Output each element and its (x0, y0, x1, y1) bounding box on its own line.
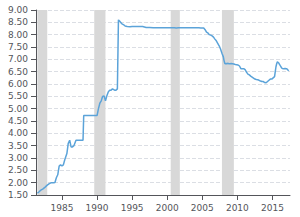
svg-text:1990: 1990 (86, 203, 109, 213)
svg-text:6.50: 6.50 (8, 67, 28, 77)
svg-text:8.50: 8.50 (8, 17, 28, 27)
svg-text:3.00: 3.00 (8, 153, 28, 163)
svg-text:1985: 1985 (51, 203, 74, 213)
svg-text:8.00: 8.00 (8, 30, 28, 40)
svg-text:5.50: 5.50 (8, 91, 28, 101)
svg-text:3.50: 3.50 (8, 141, 28, 151)
svg-text:4.50: 4.50 (8, 116, 28, 126)
svg-text:2000: 2000 (156, 203, 179, 213)
svg-text:9.00: 9.00 (8, 5, 28, 15)
svg-text:2015: 2015 (261, 203, 284, 213)
svg-text:7.00: 7.00 (8, 54, 28, 64)
svg-text:2005: 2005 (191, 203, 214, 213)
svg-text:2010: 2010 (226, 203, 249, 213)
svg-text:2.00: 2.00 (8, 178, 28, 188)
svg-text:7.50: 7.50 (8, 42, 28, 52)
svg-text:1.50: 1.50 (8, 190, 28, 200)
svg-text:2.50: 2.50 (8, 165, 28, 175)
svg-text:5.00: 5.00 (8, 104, 28, 114)
svg-text:6.00: 6.00 (8, 79, 28, 89)
svg-text:4.00: 4.00 (8, 128, 28, 138)
svg-text:1995: 1995 (121, 203, 144, 213)
